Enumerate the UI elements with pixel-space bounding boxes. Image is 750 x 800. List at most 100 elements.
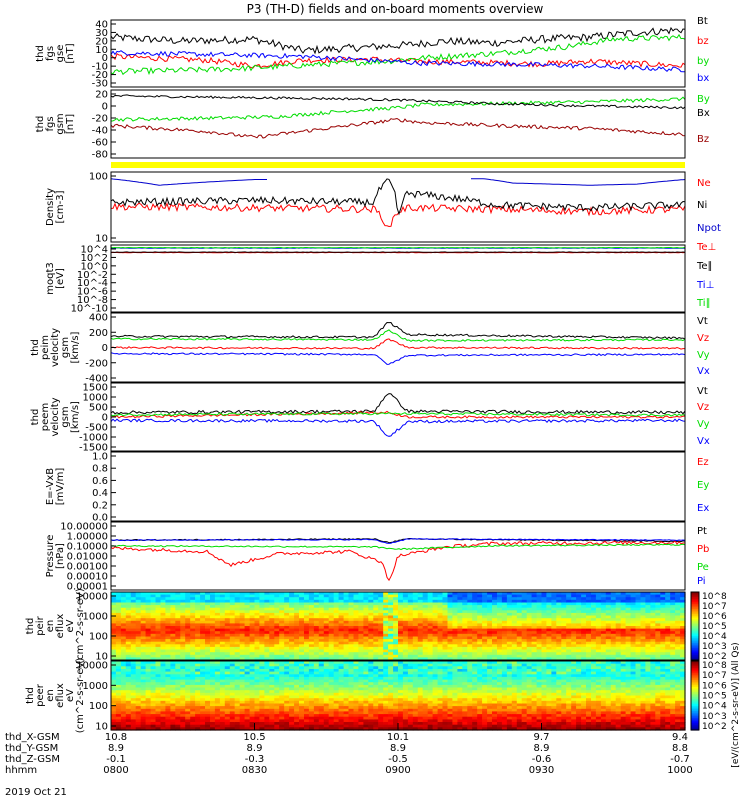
heatmap-cell — [353, 646, 359, 651]
heatmap-cell — [323, 636, 330, 640]
heatmap-cell — [506, 654, 513, 658]
heatmap-cell — [328, 674, 335, 678]
heatmap-cell — [655, 592, 661, 596]
heatmap-cell — [417, 703, 424, 707]
heatmap-cell — [427, 612, 434, 617]
heatmap-cell — [304, 654, 310, 658]
heatmap-cell — [219, 602, 226, 606]
heatmap-cell — [244, 631, 251, 635]
heatmap-cell — [353, 612, 359, 617]
heatmap-cell — [214, 671, 221, 675]
heatmap-cell — [551, 644, 557, 648]
heatmap-cell — [120, 649, 127, 653]
heatmap-cell — [378, 641, 384, 645]
heatmap-cell — [210, 682, 216, 686]
heatmap-cell — [234, 679, 241, 683]
heatmap-cell — [497, 618, 503, 622]
heatmap-cell — [427, 684, 434, 689]
heatmap-cell — [195, 633, 201, 637]
heatmap-cell — [234, 695, 241, 699]
heatmap-cell — [111, 669, 117, 673]
heatmap-cell — [190, 631, 196, 635]
heatmap-cell — [333, 594, 340, 598]
heatmap-cell — [313, 618, 320, 622]
heatmap-cell — [269, 607, 275, 611]
heatmap-cell — [378, 690, 384, 694]
heatmap-cell — [556, 610, 562, 614]
heatmap-cell — [289, 663, 295, 667]
heatmap-cell — [541, 626, 547, 630]
heatmap-cell — [120, 607, 127, 611]
heatmap-cell — [442, 633, 448, 637]
heatmap-cell — [244, 690, 251, 694]
heatmap-cell — [155, 690, 161, 694]
heatmap-cell — [318, 679, 325, 683]
heatmap-cell — [289, 644, 295, 648]
heatmap-cell — [388, 657, 394, 661]
heatmap-cell — [402, 605, 409, 609]
heatmap-cell — [556, 646, 562, 651]
heatmap-cell — [234, 597, 241, 601]
heatmap-cell — [388, 703, 394, 707]
ylabel-line: E=-VxB — [45, 468, 56, 505]
heatmap-cell — [383, 631, 389, 635]
heatmap-cell — [407, 646, 414, 651]
heatmap-cell — [383, 700, 389, 705]
heatmap-cell — [422, 605, 429, 609]
heatmap-cell — [388, 602, 394, 606]
heatmap-cell — [130, 592, 137, 596]
heatmap-cell — [407, 695, 414, 699]
ytick-label: 10^-10 — [71, 304, 108, 315]
heatmap-cell — [620, 646, 627, 651]
heatmap-cell — [402, 615, 409, 619]
heatmap-cell — [412, 592, 419, 596]
heatmap-cell — [620, 631, 627, 635]
heatmap-cell — [274, 626, 280, 630]
heatmap-cell — [229, 706, 236, 710]
heatmap-cell — [358, 703, 364, 707]
heatmap-cell — [417, 679, 424, 683]
heatmap-cell — [323, 661, 330, 665]
heatmap-cell — [200, 716, 206, 720]
heatmap-cell — [432, 605, 439, 609]
heatmap-cell — [358, 698, 364, 702]
heatmap-cell — [195, 599, 201, 603]
heatmap-cell — [417, 610, 424, 614]
heatmap-cell — [427, 700, 434, 705]
heatmap-cell — [155, 623, 161, 627]
heatmap-cell — [170, 695, 176, 699]
heatmap-cell — [160, 610, 166, 614]
heatmap-cell — [289, 698, 295, 702]
heatmap-cell — [561, 639, 567, 643]
heatmap-cell — [398, 714, 404, 718]
heatmap-cell — [363, 716, 369, 720]
heatmap-cell — [492, 607, 498, 611]
heatmap-cell — [368, 682, 374, 686]
heatmap-cell — [506, 594, 513, 598]
heatmap-cell — [383, 682, 389, 686]
heatmap-cell — [333, 639, 340, 643]
heatmap-cell — [284, 669, 290, 673]
heatmap-cell — [185, 657, 191, 661]
heatmap-cell — [368, 641, 374, 645]
heatmap-cell — [412, 631, 419, 635]
heatmap-cell — [576, 602, 582, 606]
heatmap-cell — [412, 636, 419, 640]
heatmap-cell — [165, 631, 171, 635]
heatmap-cell — [165, 706, 171, 710]
heatmap-cell — [645, 641, 651, 645]
heatmap-cell — [452, 641, 458, 645]
heatmap-cell — [185, 711, 191, 715]
heatmap-cell — [368, 671, 374, 675]
heatmap-cell — [195, 719, 201, 723]
heatmap-cell — [234, 706, 241, 710]
heatmap-cell — [229, 612, 236, 617]
heatmap-cell — [269, 654, 275, 658]
heatmap-cell — [205, 687, 211, 691]
heatmap-cell — [130, 690, 137, 694]
heatmap-cell — [234, 708, 241, 713]
heatmap-cell — [650, 631, 656, 635]
heatmap-cell — [229, 663, 236, 667]
